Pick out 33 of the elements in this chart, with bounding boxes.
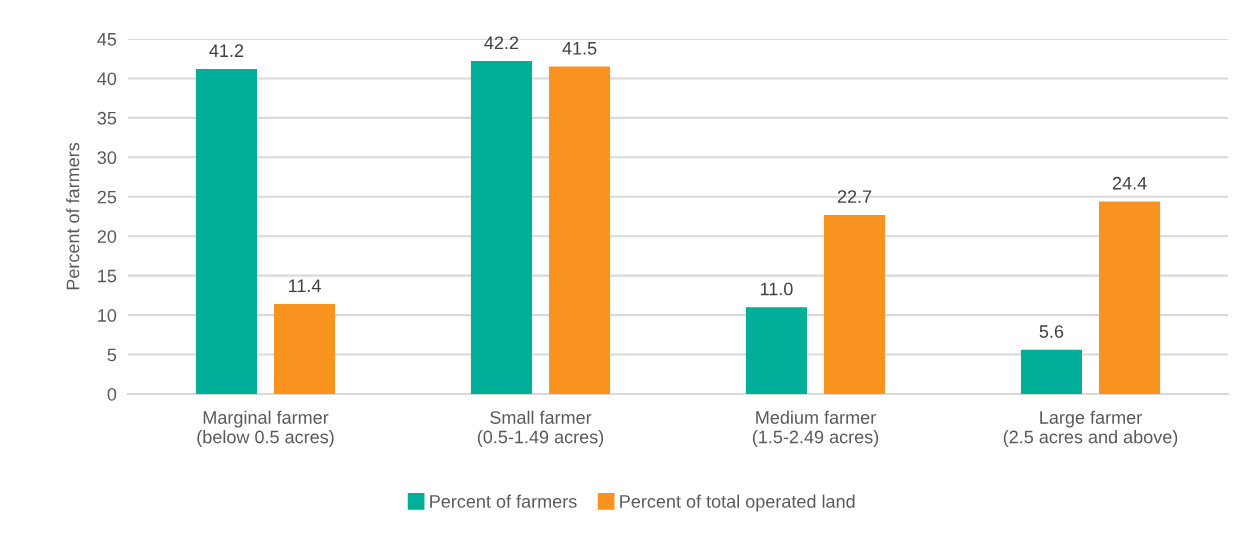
data-label: 42.2 [484,36,519,50]
data-label: 41.2 [209,44,244,57]
y-tick-label: 15 [98,269,117,283]
bar [1020,349,1082,394]
data-label: 11.4 [289,279,321,292]
x-tick-label: Marginal farmer (below 0.5 acres) [197,410,334,447]
y-tick-label: 5 [107,348,117,362]
data-label: 11.0 [760,282,793,296]
data-label: 24.4 [1112,176,1147,190]
bar [1099,201,1161,394]
y-tick-label: 20 [97,230,117,243]
legend-label: Percent of farmers [430,494,577,508]
bar [274,304,336,394]
x-tick-label: Large farmer (2.5 acres and above) [1003,410,1178,447]
y-axis-title: Percent of farmers [66,142,80,290]
y-tick-label: 10 [98,309,117,322]
data-label: 22.7 [837,190,872,203]
legend-label: Percent of total operated land [620,494,855,512]
data-label: 5.6 [1039,325,1064,338]
bar [745,307,807,394]
data-label: 41.5 [562,42,597,55]
y-tick-label: 45 [97,33,117,46]
bar [470,61,532,394]
x-tick-label: Medium farmer (1.5-2.49 acres) [752,410,879,447]
bar [824,214,886,394]
y-tick-label: 40 [97,72,117,86]
x-tick-label: Small farmer (0.5-1.49 acres) [477,410,604,447]
bar [549,66,611,394]
y-tick-label: 0 [107,387,117,401]
bar [195,68,257,394]
y-tick-label: 25 [97,190,117,204]
y-tick-label: 35 [97,111,117,125]
y-tick-label: 30 [97,151,117,165]
